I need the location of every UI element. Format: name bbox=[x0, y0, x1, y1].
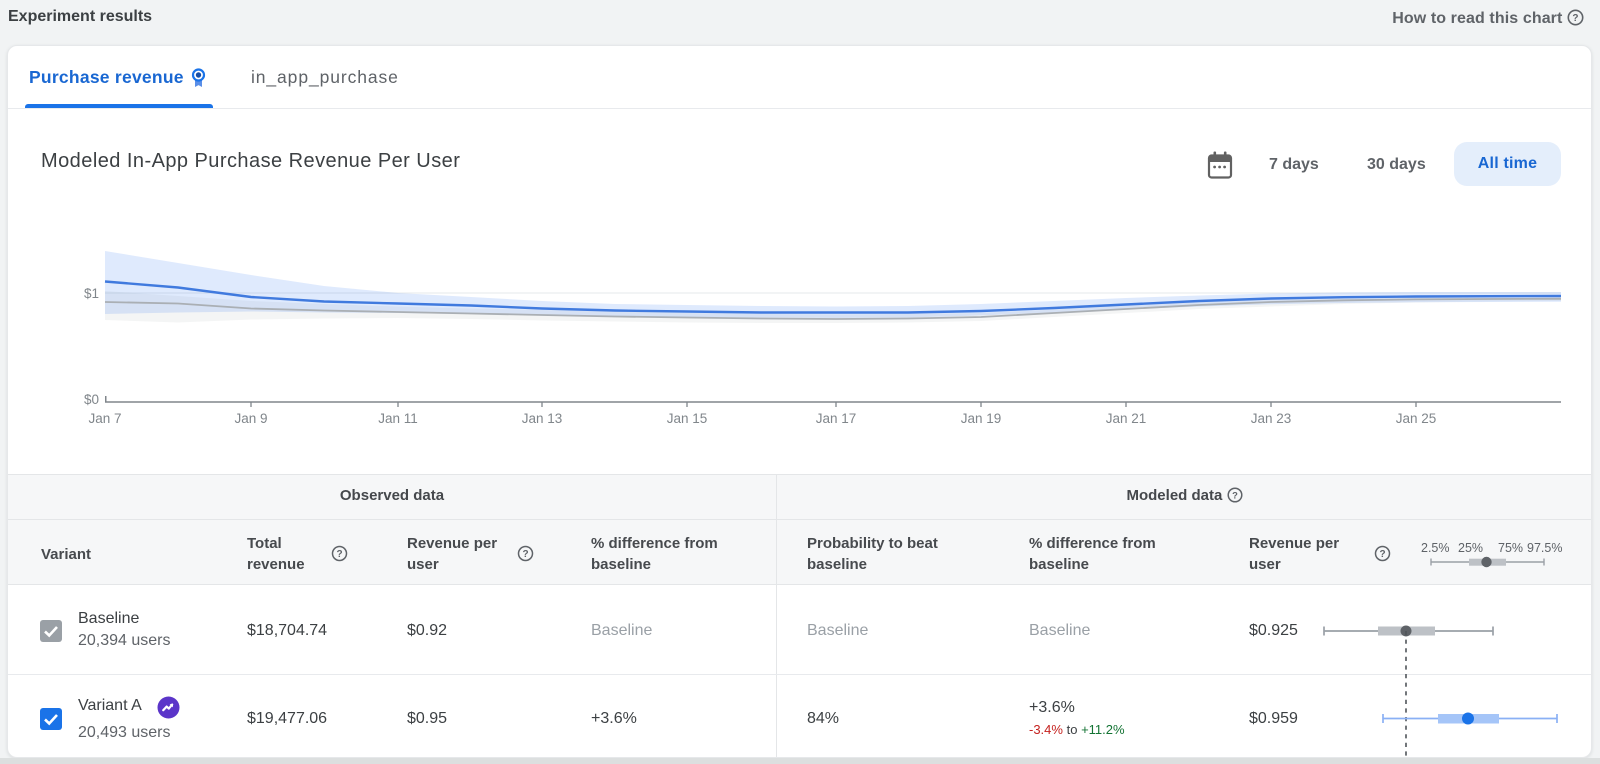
svg-text:?: ? bbox=[336, 549, 342, 560]
svg-text:Jan 25: Jan 25 bbox=[1396, 411, 1437, 426]
svg-text:$0: $0 bbox=[84, 392, 99, 407]
svg-text:Jan 23: Jan 23 bbox=[1251, 411, 1292, 426]
svg-text:Jan 19: Jan 19 bbox=[961, 411, 1002, 426]
svg-text:Jan 11: Jan 11 bbox=[378, 411, 418, 426]
svg-text:Jan 9: Jan 9 bbox=[234, 411, 267, 426]
svg-text:Jan 7: Jan 7 bbox=[88, 411, 121, 426]
svg-text:Jan 13: Jan 13 bbox=[522, 411, 563, 426]
svg-text:$1: $1 bbox=[84, 286, 99, 301]
svg-text:Jan 21: Jan 21 bbox=[1106, 411, 1147, 426]
svg-text:Jan 15: Jan 15 bbox=[667, 411, 708, 426]
svg-text:Jan 17: Jan 17 bbox=[816, 411, 857, 426]
svg-text:?: ? bbox=[1379, 549, 1385, 560]
svg-text:?: ? bbox=[1572, 13, 1578, 24]
svg-text:?: ? bbox=[1232, 489, 1238, 500]
svg-text:?: ? bbox=[522, 549, 528, 560]
